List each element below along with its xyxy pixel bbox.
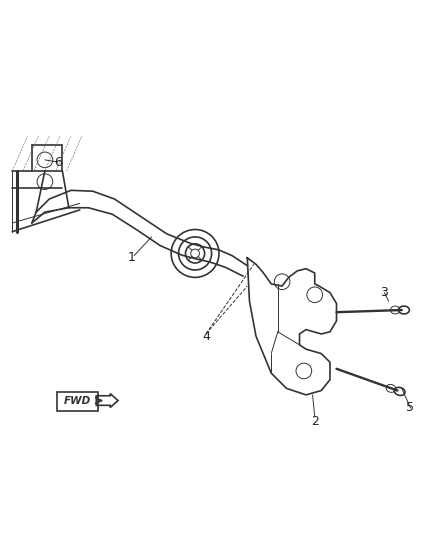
Text: 1: 1 — [128, 251, 136, 264]
Text: 2: 2 — [311, 415, 319, 427]
Text: 5: 5 — [406, 401, 414, 415]
Text: 6: 6 — [54, 156, 62, 168]
Text: 4: 4 — [202, 329, 210, 343]
Text: 3: 3 — [381, 286, 389, 299]
Text: FWD: FWD — [64, 395, 91, 406]
